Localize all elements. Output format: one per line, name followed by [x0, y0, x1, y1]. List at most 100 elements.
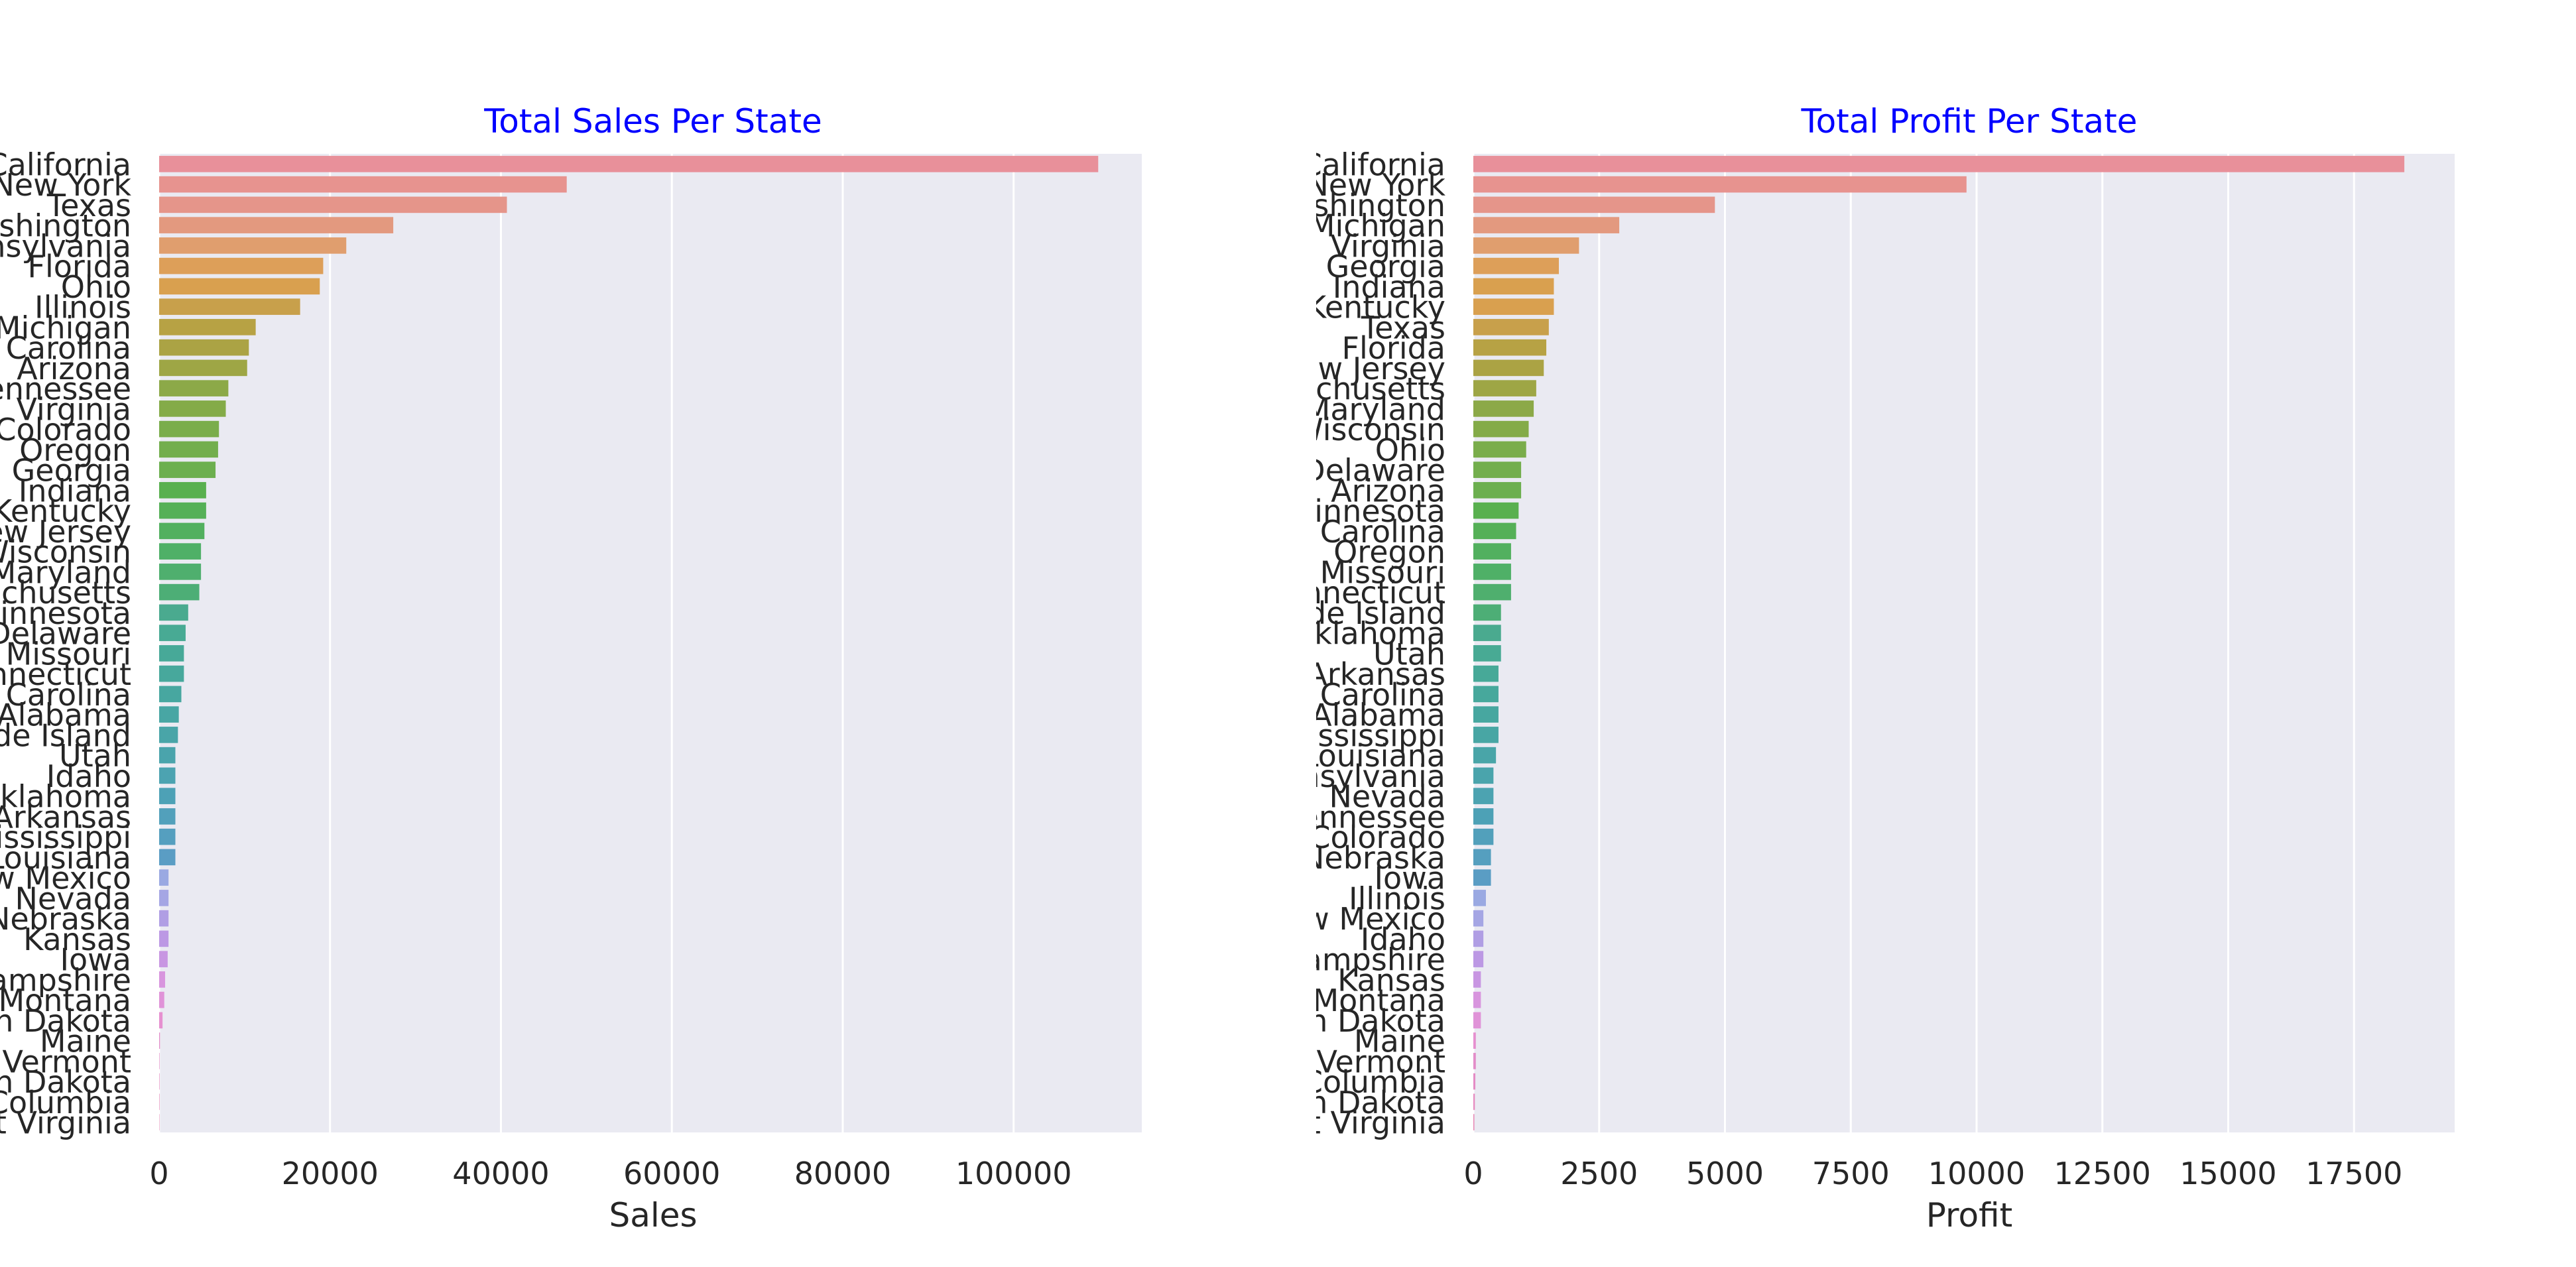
profit-category-label: North Carolina: [1225, 514, 1445, 550]
sales-x-axis-label: Sales: [609, 1196, 697, 1235]
sales-bar: [159, 482, 206, 499]
profit-bar: [1473, 767, 1494, 784]
profit-bar: [1473, 1093, 1475, 1111]
profit-category-label: West Virginia: [1246, 1105, 1445, 1141]
sales-bar: [159, 461, 216, 478]
sales-category-label: Massachusetts: [0, 575, 131, 611]
profit-x-tick-label: 0: [1463, 1156, 1483, 1191]
sales-category-label: Arizona: [17, 351, 131, 387]
sales-category-label: California: [0, 147, 131, 182]
sales-bar: [159, 991, 164, 1008]
sales-bar: [159, 625, 186, 641]
profit-x-tick-label: 7500: [1812, 1156, 1890, 1191]
sales-category-label: Virginia: [17, 391, 131, 427]
profit-category-label: Georgia: [1326, 249, 1445, 284]
profit-category-label: Massachusetts: [1220, 371, 1445, 407]
sales-bar: [159, 196, 507, 213]
sales-bar: [159, 1053, 160, 1069]
profit-category-label: Missouri: [1320, 554, 1445, 590]
profit-category-label: New York: [1306, 167, 1445, 203]
sales-category-label: Delaware: [0, 616, 131, 652]
sales-x-tick-label: 60000: [623, 1156, 720, 1191]
sales-category-label: North Dakota: [0, 1064, 131, 1100]
sales-category-label: Idaho: [46, 758, 131, 794]
profit-category-label: Nebraska: [1302, 840, 1445, 876]
sales-bar: [159, 645, 184, 662]
sales-bar: [159, 890, 169, 906]
sales-bar: [159, 604, 188, 621]
sales-category-label: Connecticut: [0, 656, 131, 692]
profit-category-label: Arkansas: [1306, 656, 1445, 692]
profit-category-label: Kentucky: [1306, 290, 1445, 326]
profit-category-label: Kansas: [1337, 962, 1445, 998]
profit-bar: [1473, 869, 1491, 886]
profit-category-label: Oklahoma: [1290, 616, 1445, 652]
profit-category-label: California: [1301, 147, 1445, 182]
profit-category-label: Louisiana: [1302, 738, 1445, 774]
sales-category-label: South Carolina: [0, 677, 131, 713]
sales-bar: [159, 420, 219, 438]
profit-bar: [1473, 502, 1519, 519]
profit-category-label: Florida: [1342, 330, 1445, 366]
sales-category-label: Nebraska: [0, 901, 131, 937]
sales-bar: [159, 706, 179, 723]
sales-x-tick-label: 80000: [794, 1156, 891, 1191]
profit-bar: [1473, 298, 1554, 315]
profit-category-label: Maine: [1354, 1024, 1445, 1059]
sales-bar: [159, 1093, 160, 1111]
sales-category-label: Maine: [40, 1024, 131, 1059]
profit-category-label: South Carolina: [1221, 677, 1445, 713]
profit-bar: [1473, 441, 1526, 458]
sales-category-label: Missouri: [6, 636, 131, 672]
profit-category-label: Nevada: [1329, 779, 1445, 815]
sales-category-label: Florida: [28, 249, 131, 284]
sales-category-label: New York: [0, 167, 131, 203]
sales-bar: [159, 910, 169, 927]
profit-bar: [1473, 1032, 1476, 1049]
sales-bar: [159, 522, 205, 540]
profit-category-label: Vermont: [1317, 1044, 1445, 1079]
sales-category-label: Nevada: [15, 880, 131, 916]
sales-category-label: South Dakota: [0, 1003, 131, 1039]
profit-category-label: Washington: [1266, 188, 1445, 223]
sales-bar: [159, 257, 324, 274]
sales-bar: [159, 583, 200, 601]
sales-bar: [159, 665, 184, 682]
profit-bar: [1473, 400, 1534, 417]
sales-chart-title: Total Sales Per State: [483, 102, 822, 141]
profit-category-label: New Hampshire: [1204, 942, 1445, 978]
sales-category-label: New Jersey: [0, 514, 131, 550]
profit-bar: [1473, 665, 1499, 682]
profit-category-label: Montana: [1312, 983, 1445, 1018]
profit-bar: [1473, 747, 1497, 764]
sales-category-label: Oregon: [19, 432, 131, 468]
profit-category-label: Mississippi: [1283, 717, 1445, 753]
sales-bar: [159, 441, 218, 458]
profit-bar: [1473, 1012, 1481, 1029]
sales-category-label: Indiana: [19, 473, 131, 509]
profit-bar: [1473, 564, 1511, 580]
sales-category-label: Washington: [0, 208, 131, 244]
sales-category-label: New Mexico: [0, 861, 131, 896]
profit-category-label: Delaware: [1302, 453, 1445, 489]
sales-bar: [159, 686, 182, 703]
profit-category-label: Rhode Island: [1248, 595, 1445, 631]
sales-bar: [159, 1012, 163, 1029]
profit-category-label: Illinois: [1349, 880, 1445, 916]
profit-x-tick-label: 17500: [2305, 1156, 2402, 1191]
profit-bar: [1473, 910, 1484, 927]
sales-category-label: District of Columbia: [0, 1085, 131, 1120]
profit-bar: [1473, 808, 1494, 825]
sales-chart: Total Sales Per State Sales 0 20000 40000 6…: [0, 102, 1142, 1235]
sales-bar: [159, 543, 202, 560]
sales-category-label: Iowa: [60, 942, 131, 978]
sales-bar: [159, 564, 202, 580]
sales-category-label: Alabama: [0, 697, 131, 733]
sales-category-label: Kentucky: [0, 493, 131, 529]
sales-bar: [159, 237, 347, 254]
profit-category-label: Colorado: [1309, 819, 1445, 855]
sales-bar: [159, 930, 169, 947]
sales-bar: [159, 869, 169, 886]
